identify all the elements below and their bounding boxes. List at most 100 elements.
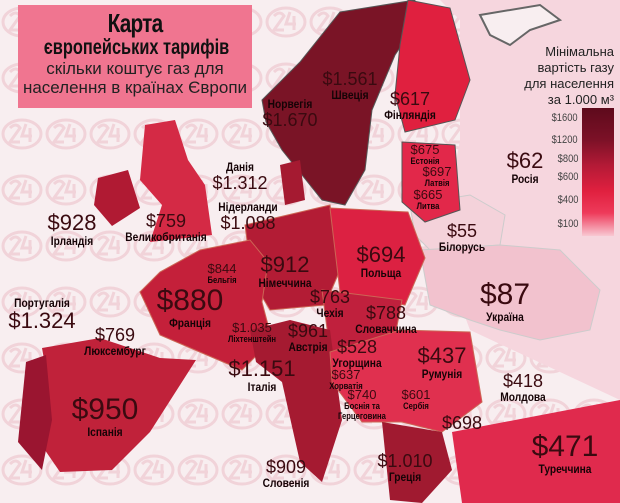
region-finland [394, 0, 471, 133]
watermark-24-logo [177, 118, 219, 150]
gas-price: $87 [479, 278, 531, 311]
country-label-italy: $1.151 Італія [228, 356, 296, 395]
country-label-netherlands: Нідерланди $1.088 [213, 200, 283, 232]
watermark-24-logo [221, 174, 263, 206]
country-name: Великобританія [125, 230, 207, 244]
country-label-slovenia: $909 Словенія [259, 458, 314, 490]
gas-price: $698 [441, 413, 483, 433]
country-name: Франція [169, 316, 211, 330]
region-denmark [280, 160, 305, 205]
gas-price: $665 [413, 187, 443, 202]
gas-price: $1.312 [212, 173, 268, 193]
map-subtitle-line1: скільки коштує газ для [46, 59, 224, 78]
map-title-line2: європейських тарифів [43, 36, 230, 59]
country-name: Люксембург [84, 344, 146, 358]
region-portugal [18, 355, 52, 470]
country-name: Боснія та Герцеговина [338, 401, 386, 421]
region-ukraine [419, 244, 601, 341]
country-name: Угорщина [332, 356, 382, 370]
country-name: Швеція [331, 88, 369, 102]
country-label-france: $880 Франція [157, 286, 224, 331]
legend-title-line: Мінімальна [545, 44, 614, 59]
country-name: Ірландія [50, 234, 94, 248]
country-name: Іспанія [87, 425, 123, 439]
country-name: Молдова [500, 390, 546, 404]
country-name: Туреччина [538, 462, 592, 476]
watermark-24-logo [265, 6, 307, 38]
watermark-24-logo [45, 230, 87, 262]
country-label-luxembourg: $769 Люксембург [79, 326, 152, 358]
country-name: Росія [511, 172, 539, 186]
legend-tick: $100 [557, 218, 578, 230]
gas-price: $950 [71, 393, 139, 426]
country-label-hungary: $528 Угорщина [328, 338, 386, 370]
watermark-24-logo [1, 286, 43, 318]
legend-color-scale [582, 108, 614, 236]
region-white-sea [478, 3, 563, 47]
country-label-uk: $759 Великобританія [118, 212, 214, 244]
country-label-ukraine: $87 Україна [479, 278, 531, 325]
gas-price: $471 [531, 430, 599, 463]
watermark-24-logo [45, 174, 87, 206]
gas-price: $1.324 [8, 308, 76, 333]
country-name: Греція [388, 470, 422, 484]
country-label-russia: $62 Росія [507, 150, 544, 187]
gas-price: $1.035 [232, 320, 272, 335]
region-france [139, 239, 273, 371]
watermark-24-logo [177, 398, 219, 430]
gas-price: $694 [356, 242, 406, 267]
gas-price: $617 [389, 89, 431, 109]
country-label-ireland: $928 Ірландія [47, 210, 97, 249]
gas-price: $763 [309, 287, 351, 307]
country-name: Данія [226, 160, 254, 174]
watermark-24-logo [1, 174, 43, 206]
country-label-finland: $617 Фінляндія [380, 90, 441, 122]
watermark-24-logo [1, 454, 43, 486]
country-label-liechtenstein: $1.035 Ліхтенштейн [224, 321, 281, 344]
watermark-24-logo [1, 118, 43, 150]
watermark-24-logo [89, 286, 131, 318]
gas-price: $961 [287, 321, 329, 341]
gas-price: $528 [336, 337, 378, 357]
country-name: Австрія [288, 340, 328, 354]
region-baltics [401, 141, 461, 223]
watermark-24-logo [45, 118, 87, 150]
watermark-24-logo [221, 118, 263, 150]
map-title: Карта [107, 8, 164, 38]
country-name: Словаччина [355, 322, 417, 336]
legend-tick: $1600 [551, 112, 578, 124]
country-label-serbia: $601 Сербія [401, 388, 431, 411]
country-label-germany: $912 Німеччина [254, 254, 316, 291]
country-name: Хорватія [329, 381, 363, 391]
gas-price: $740 [347, 387, 377, 402]
gas-price: $928 [47, 210, 97, 235]
gas-price: $637 [331, 367, 361, 382]
watermark-24-logo [353, 174, 395, 206]
gas-price: $844 [207, 261, 237, 276]
gas-price: $675 [410, 142, 440, 157]
country-name: Чехія [316, 306, 344, 320]
gas-price: $55 [446, 221, 478, 241]
gas-price: $1.088 [220, 213, 276, 233]
region-uk [140, 120, 212, 242]
gas-price: $769 [94, 325, 136, 345]
country-label-denmark: Данія $1.312 [212, 160, 267, 192]
region-turkey [452, 400, 620, 503]
country-name: Естонія [410, 156, 440, 166]
country-label-bulgaria: $698 [442, 414, 482, 432]
gas-price: $1.151 [228, 356, 296, 381]
country-label-spain: $950 Іспанія [71, 393, 139, 440]
watermark-24-logo [485, 398, 527, 430]
country-label-moldova: $418 Молдова [496, 372, 550, 404]
country-label-estonia: $675 Естонія [408, 143, 442, 166]
region-ireland [94, 170, 140, 226]
country-label-romania: $437 Румунія [418, 345, 467, 382]
watermark-24-logo [177, 454, 219, 486]
country-label-sweden: $1.561 Швеція [322, 70, 377, 102]
country-name: Португалія [14, 296, 70, 310]
gas-price: $759 [145, 211, 187, 231]
country-label-austria: $961 Австрія [285, 322, 331, 354]
legend-title-line: для населення [524, 76, 614, 91]
watermark-24-logo [89, 230, 131, 262]
